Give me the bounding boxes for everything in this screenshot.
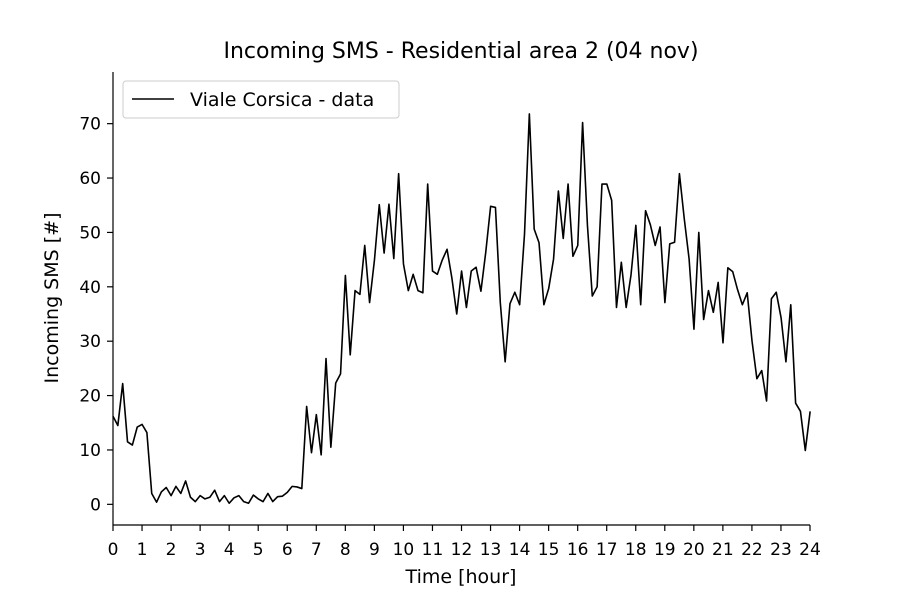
x-tick-label: 8 [340, 540, 351, 560]
x-ticks: 0 1 2 3 4 5 6 7 8 9 10 11 12 13 14 15 16 17 18 19 20 21 22 23 24 [108, 525, 821, 560]
x-tick-label: 9 [369, 540, 380, 560]
x-tick-label: 1 [137, 540, 148, 560]
x-tick-label: 18 [625, 540, 647, 560]
x-tick-label: 24 [799, 540, 821, 560]
legend: Viale Corsica - data [122, 80, 400, 119]
x-tick-label: 2 [166, 540, 177, 560]
y-ticks: 0 10 20 30 40 50 60 70 [79, 115, 113, 515]
x-tick-label: 12 [451, 540, 473, 560]
y-tick-label: 0 [90, 495, 101, 515]
y-tick-label: 50 [79, 223, 101, 243]
axes [112, 72, 810, 526]
x-tick-label: 6 [282, 540, 293, 560]
series-line [112, 113, 811, 505]
chart-title: Incoming SMS - Residential area 2 (04 no… [223, 39, 698, 64]
legend-label: Viale Corsica - data [190, 89, 374, 111]
x-tick-label: 19 [654, 540, 676, 560]
x-tick-label: 4 [224, 540, 235, 560]
x-tick-label: 16 [567, 540, 589, 560]
x-tick-label: 21 [712, 540, 734, 560]
x-axis-label: Time [hour] [405, 566, 517, 588]
x-tick-label: 3 [195, 540, 206, 560]
y-axis-label: Incoming SMS [#] [41, 213, 63, 384]
legend-box [122, 80, 400, 119]
y-tick-label: 60 [79, 169, 101, 189]
x-tick-label: 20 [683, 540, 705, 560]
x-tick-label: 0 [108, 540, 119, 560]
y-tick-label: 40 [79, 278, 101, 298]
x-tick-label: 23 [770, 540, 792, 560]
series-layer [112, 113, 811, 505]
y-tick-label: 10 [79, 441, 101, 461]
y-tick-label: 70 [79, 115, 101, 135]
x-tick-label: 13 [480, 540, 502, 560]
x-tick-label: 7 [311, 540, 322, 560]
x-tick-label: 15 [538, 540, 560, 560]
x-tick-label: 11 [422, 540, 444, 560]
x-tick-label: 10 [393, 540, 415, 560]
x-tick-label: 22 [741, 540, 763, 560]
x-tick-label: 17 [596, 540, 618, 560]
y-tick-label: 30 [79, 332, 101, 352]
x-tick-label: 5 [253, 540, 264, 560]
y-tick-label: 20 [79, 387, 101, 407]
x-tick-label: 14 [509, 540, 531, 560]
